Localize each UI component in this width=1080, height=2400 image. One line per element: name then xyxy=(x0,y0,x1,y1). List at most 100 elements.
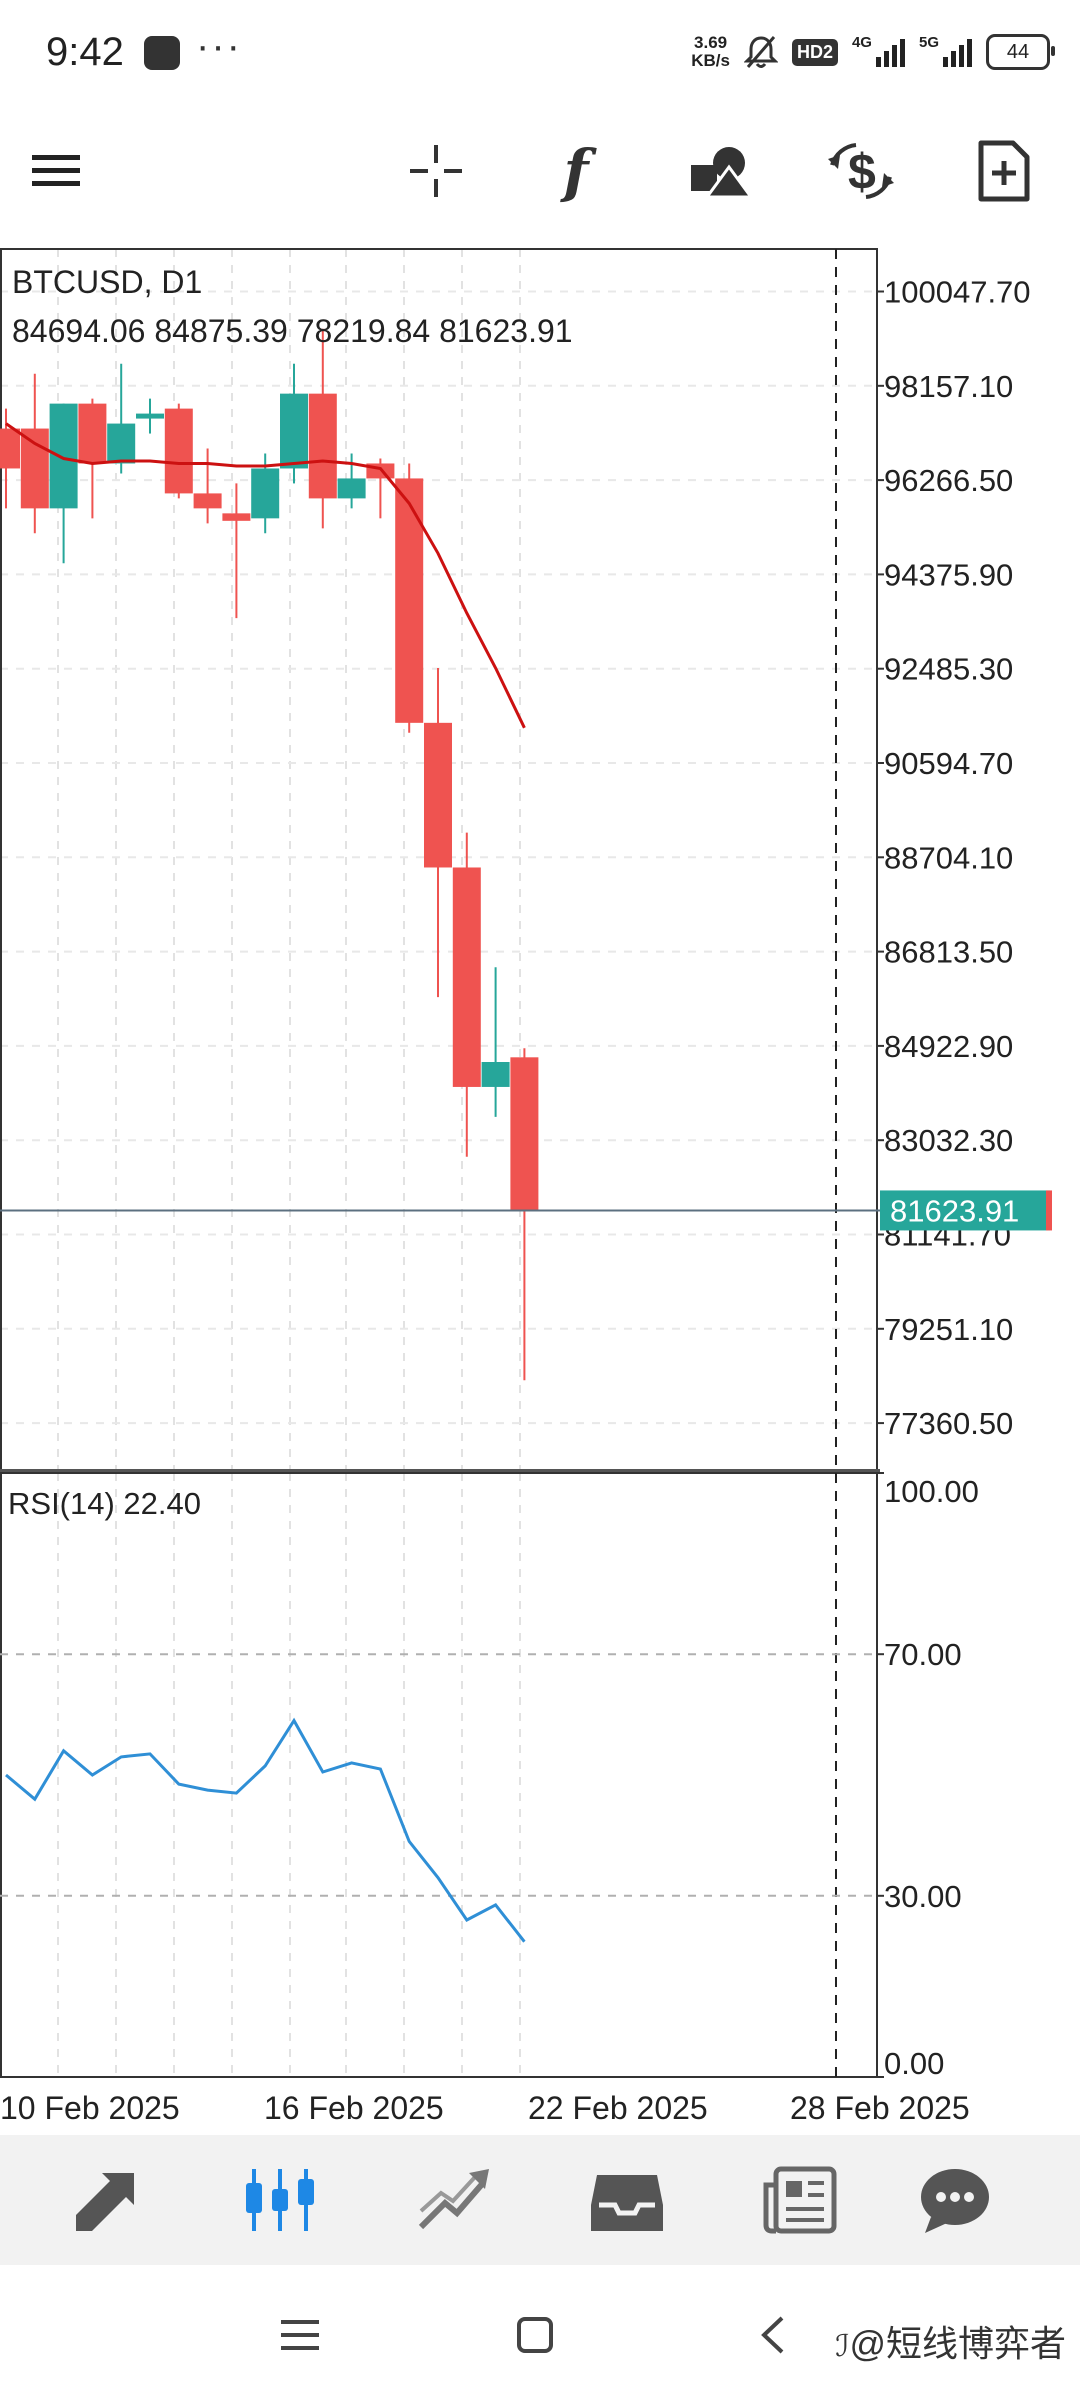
candle-bull xyxy=(251,468,280,519)
back-chevron-icon xyxy=(761,2316,784,2354)
bottom-navigation xyxy=(0,2135,1080,2265)
back-button[interactable] xyxy=(752,2310,792,2360)
price-axis-label: 77360.50 xyxy=(884,1406,1013,1441)
rsi-panel-border xyxy=(0,1472,878,2078)
history-inbox-icon xyxy=(591,2175,663,2231)
candle-bear xyxy=(308,393,337,499)
sim1-signal-icon xyxy=(875,37,905,67)
recent-apps-icon xyxy=(281,2320,319,2350)
candle-bull xyxy=(107,423,136,464)
sim2-network-label: 5G xyxy=(918,33,939,51)
indicators-button[interactable]: f xyxy=(540,135,612,207)
candle-bear xyxy=(164,408,193,494)
trade-trend-icon xyxy=(418,2169,489,2230)
watermark-logo-icon: ℐ xyxy=(835,2330,850,2363)
ohlc-label: 84694.06 84875.39 78219.84 81623.91 xyxy=(12,313,573,349)
price-axis-label: 96266.50 xyxy=(884,463,1013,498)
more-notifications-icon: ··· xyxy=(196,24,242,68)
nav-messages[interactable] xyxy=(910,2155,1000,2245)
candle-bear xyxy=(452,867,481,1087)
menu-icon xyxy=(32,155,80,186)
hd-voice-badge: HD2 xyxy=(791,38,838,66)
candlestick-chart-icon xyxy=(246,2169,314,2231)
objects-icon xyxy=(691,147,753,199)
price-axis-label: 94375.90 xyxy=(884,557,1013,592)
candle-bull xyxy=(136,413,164,419)
menu-button[interactable] xyxy=(20,135,92,207)
home-square-icon xyxy=(517,2317,553,2353)
nav-quotes[interactable] xyxy=(62,2155,152,2245)
candle-bull xyxy=(337,478,366,499)
svg-text:$: $ xyxy=(848,144,876,200)
candle-bear xyxy=(510,1057,539,1211)
crosshair-button[interactable] xyxy=(400,135,472,207)
current-price-label: 81623.91 xyxy=(890,1193,1019,1228)
rsi-axis-label: 30.00 xyxy=(884,1879,962,1914)
status-indicators: 3.69 KB/s HD2 4G 5G 44 xyxy=(691,30,1055,74)
chart-area[interactable]: 100047.70 98157.10 96266.50 94375.90 92485.3… xyxy=(0,247,1080,2137)
rsi-axis-label: 100.00 xyxy=(884,1474,979,1509)
nav-trade[interactable] xyxy=(410,2155,500,2245)
mute-bell-icon xyxy=(743,36,778,68)
app-notification-icon xyxy=(144,36,180,70)
price-axis-label: 90594.70 xyxy=(884,746,1013,781)
network-speed: 3.69 KB/s xyxy=(691,33,730,70)
home-button[interactable] xyxy=(510,2310,560,2360)
sim2-signal-icon xyxy=(943,37,972,67)
objects-button[interactable] xyxy=(685,135,757,207)
rsi-title: RSI(14) 22.40 xyxy=(8,1486,201,1521)
candle-bull xyxy=(49,403,78,509)
date-axis-label: 28 Feb 2025 xyxy=(790,2090,970,2126)
candle-bear xyxy=(193,493,222,509)
rsi-axis: 100.00 70.00 30.00 0.00 xyxy=(876,1472,979,2081)
nav-history[interactable] xyxy=(582,2155,672,2245)
quotes-arrows-icon xyxy=(76,2173,134,2231)
rsi-axis-label: 0.00 xyxy=(884,2046,944,2081)
recent-apps-button[interactable] xyxy=(275,2310,325,2360)
status-time: 9:42 xyxy=(46,30,124,74)
chart-grid xyxy=(0,249,876,2077)
symbol-label: BTCUSD, D1 xyxy=(12,264,202,300)
indicators-icon: f xyxy=(563,137,589,205)
status-bar: 9:42 ··· 3.69 KB/s HD2 4G 5G 44 xyxy=(0,0,1080,105)
price-axis-label: 86813.50 xyxy=(884,935,1013,970)
rsi-levels xyxy=(0,1653,876,1897)
system-navigation-bar: ℐ@短线博弈者 xyxy=(0,2265,1080,2400)
trade-button[interactable]: $ xyxy=(825,135,897,207)
price-axis-label: 92485.30 xyxy=(884,652,1013,687)
news-icon xyxy=(763,2166,837,2234)
candle-bear xyxy=(0,428,20,469)
battery-icon: 44 xyxy=(986,34,1055,70)
rsi-axis-label: 70.00 xyxy=(884,1637,962,1672)
date-axis: 10 Feb 2025 16 Feb 2025 22 Feb 2025 28 Feb … xyxy=(0,2090,970,2126)
candles-layer xyxy=(0,328,539,1381)
nav-news[interactable] xyxy=(755,2155,845,2245)
trade-dollar-icon: $ xyxy=(828,143,894,200)
price-axis-label: 88704.10 xyxy=(884,840,1013,875)
candle-bear xyxy=(222,513,251,521)
candle-bull xyxy=(481,1062,510,1087)
date-axis-label: 16 Feb 2025 xyxy=(264,2090,444,2126)
current-price-tag: 81623.91 xyxy=(880,1190,1052,1231)
price-axis-label: 84922.90 xyxy=(884,1029,1013,1064)
chart-toolbar: f $ xyxy=(0,105,1080,235)
chat-bubble-icon xyxy=(921,2169,989,2233)
candle-bear xyxy=(395,478,424,723)
crosshair-icon xyxy=(410,145,462,197)
price-axis: 100047.70 98157.10 96266.50 94375.90 92485.3… xyxy=(876,275,1031,1441)
price-axis-label: 98157.10 xyxy=(884,369,1013,404)
rsi-line xyxy=(5,1717,526,1943)
nav-chart[interactable] xyxy=(235,2155,325,2245)
candle-bear xyxy=(78,403,107,464)
chart-canvas[interactable]: 100047.70 98157.10 96266.50 94375.90 92485.3… xyxy=(0,247,1080,2137)
candle-bear xyxy=(20,428,49,509)
watermark: ℐ@短线博弈者 xyxy=(835,2323,1066,2364)
candle-bull xyxy=(280,393,308,469)
candle-bear xyxy=(424,722,452,868)
moving-average-line xyxy=(5,422,526,729)
new-order-button[interactable] xyxy=(968,135,1040,207)
price-axis-label: 100047.70 xyxy=(884,275,1031,310)
sim1-network-label: 4G xyxy=(851,33,872,51)
price-axis-label: 83032.30 xyxy=(884,1123,1013,1158)
new-order-icon xyxy=(978,140,1030,202)
